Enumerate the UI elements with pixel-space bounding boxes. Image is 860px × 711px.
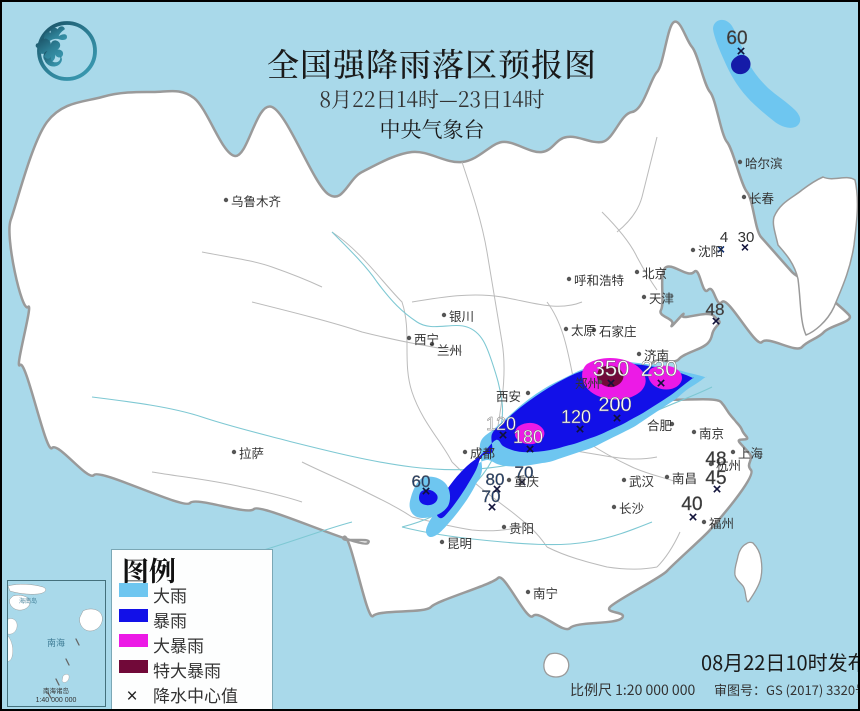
svg-text:×: × [126, 686, 137, 707]
